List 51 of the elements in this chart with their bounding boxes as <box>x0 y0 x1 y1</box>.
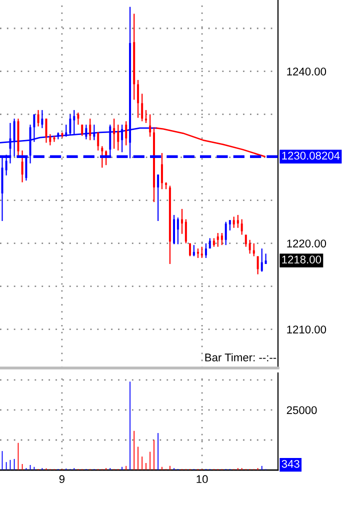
candlestick <box>117 124 120 152</box>
candlestick <box>160 152 163 190</box>
y-tick-label: 1210.00 <box>287 326 326 334</box>
x-tick-label: 9 <box>59 475 64 484</box>
candlestick <box>216 232 219 248</box>
candlestick <box>200 246 203 259</box>
text: 343 <box>282 460 300 468</box>
candlestick <box>240 218 243 236</box>
y-tick-label: 1220.00 <box>287 240 326 248</box>
candlestick <box>248 239 251 254</box>
candlestick <box>141 93 144 122</box>
candlestick <box>45 118 48 144</box>
candlestick <box>181 208 184 234</box>
y-tick-label: 1240.00 <box>287 68 326 76</box>
candlestick <box>204 242 207 259</box>
candlestick <box>113 118 116 150</box>
candlestick <box>264 253 267 265</box>
candlestick <box>77 112 80 126</box>
candlestick <box>137 79 140 118</box>
candlestick <box>21 150 24 183</box>
candlestick <box>105 150 108 166</box>
candlestick <box>244 234 247 248</box>
candlestick <box>149 114 152 138</box>
candlestick <box>101 146 104 168</box>
candlestick <box>256 256 259 275</box>
candlestick <box>208 238 211 250</box>
candlestick <box>97 132 100 152</box>
candlestick <box>236 214 239 228</box>
candlestick <box>89 118 92 141</box>
candlestick <box>41 110 44 129</box>
candlestick <box>37 110 40 127</box>
x-tick-label: 10 <box>196 475 208 484</box>
candlestick <box>49 134 52 146</box>
candlestick <box>220 232 223 246</box>
candlestick <box>192 244 195 257</box>
candlestick <box>189 242 191 257</box>
candlestick <box>125 120 128 146</box>
annotation: Bar Timer: --:-- <box>205 353 276 362</box>
candlestick <box>224 221 227 246</box>
ref-line-label: 1230.08204 <box>282 152 340 160</box>
candlestick <box>232 216 235 228</box>
candlestick <box>184 218 187 244</box>
candlestick <box>145 110 147 124</box>
y-tick-label: 25000 <box>286 406 317 414</box>
candlestick <box>252 242 255 257</box>
candlestick <box>176 216 179 245</box>
candlestick <box>81 124 84 136</box>
candlestick <box>228 220 231 231</box>
candlestick <box>157 174 160 222</box>
annotation: 1218.00 <box>282 256 322 264</box>
candlestick <box>260 248 263 272</box>
